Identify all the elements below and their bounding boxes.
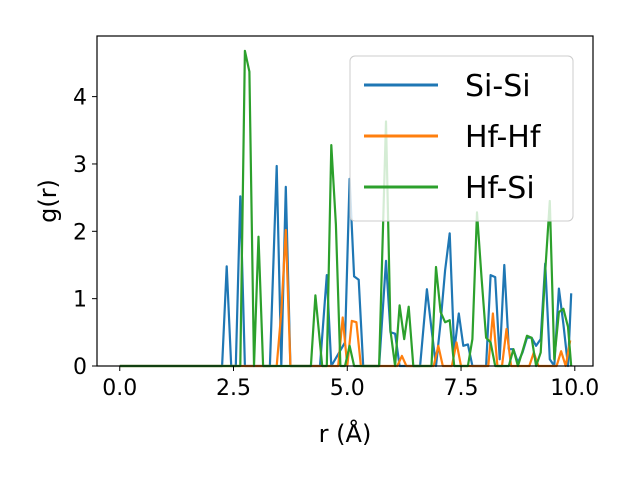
- y-tick-label: 1: [73, 288, 87, 313]
- y-tick-label: 3: [73, 153, 87, 178]
- x-tick-label: 0.0: [102, 376, 137, 401]
- x-tick-label: 7.5: [444, 376, 479, 401]
- legend-label: Si-Si: [465, 69, 531, 104]
- legend-label: Hf-Hf: [465, 120, 542, 155]
- series-line-hf-si: [119, 49, 573, 368]
- legend-label: Hf-Si: [465, 171, 535, 206]
- y-tick-label: 0: [73, 355, 87, 380]
- axis-ticks: 0.0 2.5 5.0 7.5 10.0 0 1 2 3 4: [73, 86, 599, 401]
- x-tick-label: 2.5: [216, 376, 251, 401]
- legend: Si-Si Hf-Hf Hf-Si: [349, 55, 574, 222]
- legend-box: [349, 55, 574, 222]
- y-tick-label: 4: [73, 86, 87, 111]
- x-axis-label: r (Å): [319, 419, 372, 448]
- plot-frame: [96, 35, 594, 367]
- x-tick-label: 5.0: [330, 376, 365, 401]
- x-tick-label: 10.0: [550, 376, 599, 401]
- y-tick-label: 2: [73, 220, 87, 245]
- y-axis-label: g(r): [34, 179, 62, 223]
